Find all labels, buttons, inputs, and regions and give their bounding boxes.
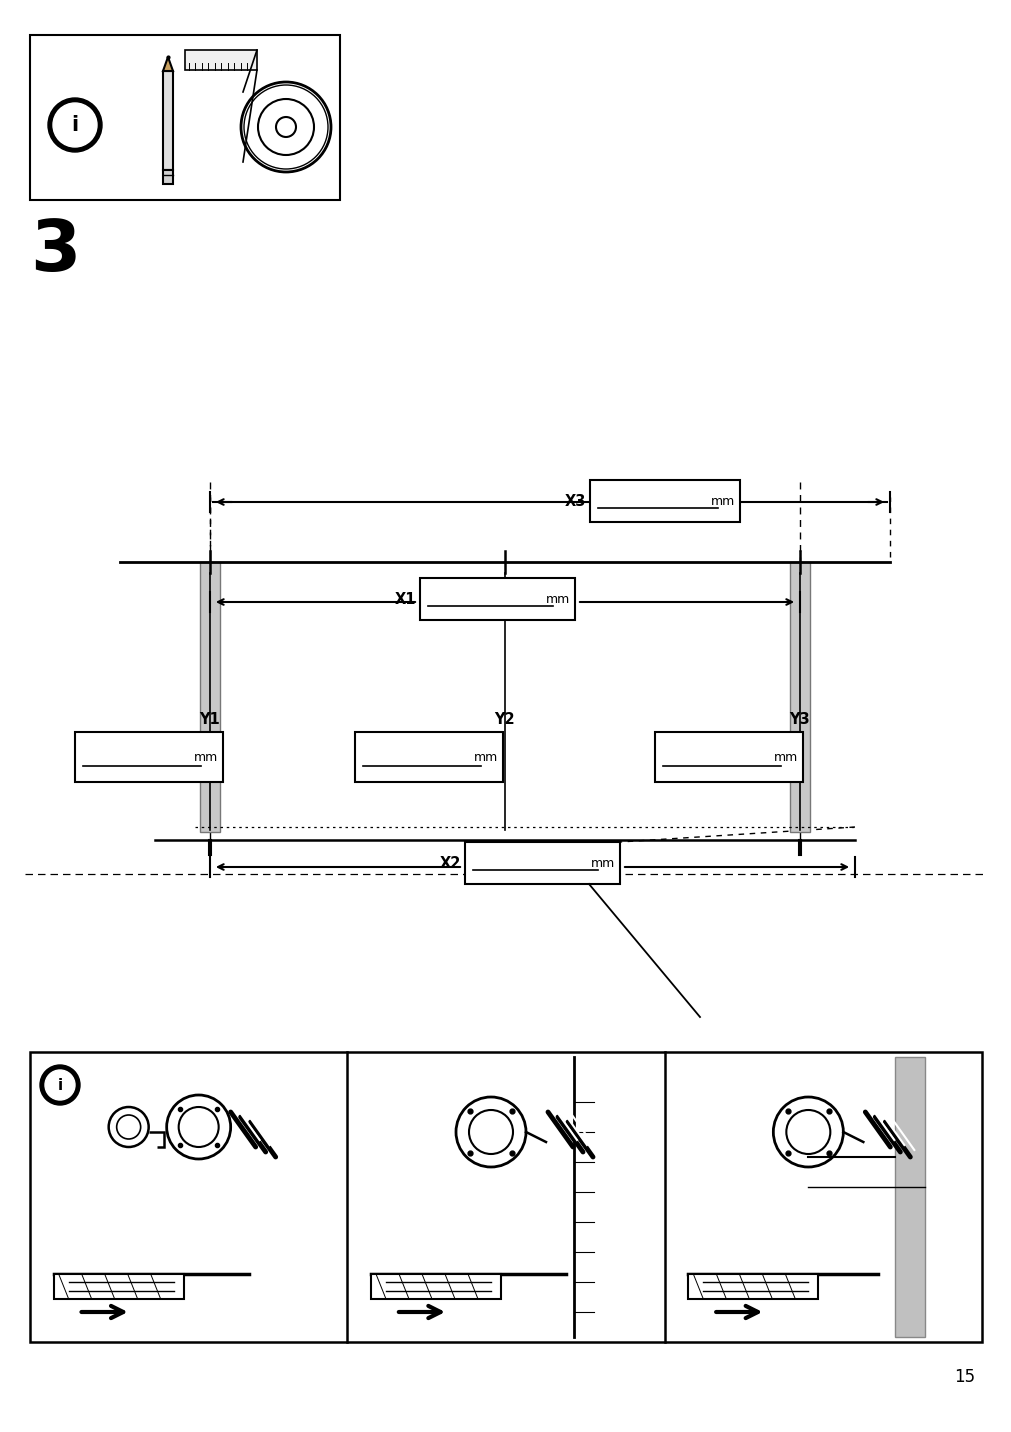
Bar — [30, 34, 340, 200]
Text: 15: 15 — [953, 1368, 974, 1386]
Text: mm: mm — [193, 750, 217, 763]
Bar — [54, 1274, 183, 1299]
Bar — [790, 561, 809, 832]
Bar — [420, 579, 574, 620]
Bar — [355, 732, 502, 782]
Circle shape — [44, 1070, 75, 1100]
Bar — [687, 1274, 818, 1299]
Text: mm: mm — [710, 494, 734, 507]
Text: X3: X3 — [564, 494, 585, 508]
Bar — [185, 50, 257, 70]
Bar — [654, 732, 802, 782]
Text: X1: X1 — [394, 591, 416, 607]
Bar — [30, 1053, 981, 1342]
Text: Y1: Y1 — [199, 712, 220, 727]
Polygon shape — [163, 72, 173, 170]
Text: mm: mm — [473, 750, 497, 763]
Bar — [895, 1057, 924, 1337]
Circle shape — [53, 103, 97, 147]
Text: 3: 3 — [30, 218, 80, 286]
Bar — [75, 732, 222, 782]
Text: Y2: Y2 — [494, 712, 515, 727]
Bar — [200, 561, 219, 832]
Bar — [163, 170, 173, 183]
Circle shape — [40, 1065, 80, 1106]
Text: i: i — [58, 1077, 63, 1093]
Text: X2: X2 — [439, 855, 461, 871]
Text: Y3: Y3 — [789, 712, 810, 727]
Bar — [589, 480, 739, 523]
Polygon shape — [163, 57, 173, 72]
Bar — [371, 1274, 500, 1299]
Circle shape — [48, 97, 102, 152]
Text: mm: mm — [773, 750, 798, 763]
Text: i: i — [72, 115, 79, 135]
Text: mm: mm — [545, 593, 569, 606]
Bar — [464, 842, 620, 884]
Text: mm: mm — [590, 856, 615, 869]
